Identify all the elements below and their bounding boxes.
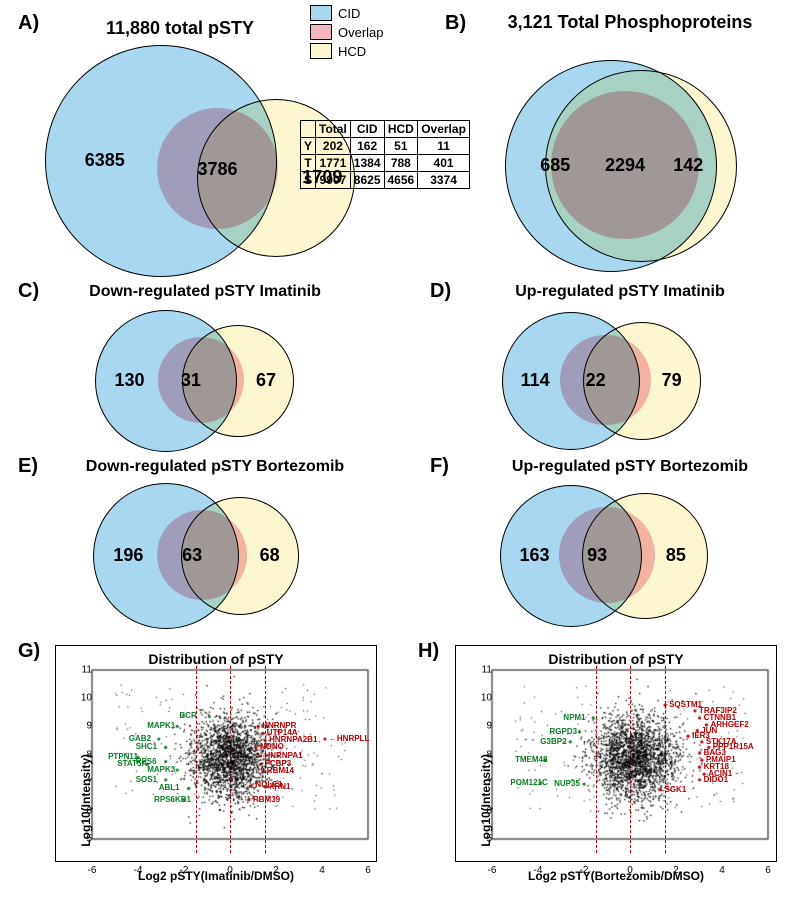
gene-label: SQSTM1 (669, 700, 702, 709)
venn-c: 1303167 (70, 300, 350, 450)
panel-title-c: Down-regulated pSTY Imatinib (55, 283, 355, 301)
gene-label: POM121C (510, 778, 547, 787)
gene-label: RGPD3 (550, 727, 578, 736)
venn-a: 638537861709 (20, 35, 360, 265)
legend-swatch-cid (310, 5, 332, 21)
panel-title-d: Up-regulated pSTY Imatinib (470, 283, 770, 301)
panel-title-b: 3,121 Total Phosphoproteins (500, 12, 760, 33)
scatter-g: Distribution of pSTYLog10(Intensity)Log2… (55, 645, 377, 862)
gene-label: RBM14 (267, 766, 294, 775)
venn-b: 6852294142 (480, 45, 780, 265)
gene-label: RBM39 (253, 795, 280, 804)
x-axis-label: Log2 pSTY(Imatinib/DMSO) (56, 869, 376, 883)
legend-label-cid: CID (338, 6, 360, 21)
gene-label: XRN1 (269, 782, 290, 791)
gene-label: MAPK1 (147, 721, 175, 730)
gene-label: SGK1 (665, 785, 687, 794)
panel-label-e: E) (18, 455, 38, 478)
panel-label-a: A) (18, 12, 39, 35)
panel-label-c: C) (18, 280, 39, 303)
venn-e: 1966368 (70, 475, 350, 630)
gene-label: BCR (179, 711, 196, 720)
scatter-h: Distribution of pSTYLog10(Intensity)Log2… (455, 645, 777, 862)
gene-label: G3BP2 (540, 737, 566, 746)
gene-label: NUP35 (554, 779, 580, 788)
panel-label-g: G) (18, 640, 40, 663)
x-axis-label: Log2 pSTY(Bortezomib/DMSO) (456, 869, 776, 883)
gene-label: MAPK3 (147, 765, 175, 774)
panel-label-h: H) (418, 640, 439, 663)
gene-label: ←HNRPLL (329, 734, 369, 743)
gene-label: TMEM48 (515, 755, 547, 764)
panel-label-f: F) (430, 455, 449, 478)
gene-label: SOS1 (136, 775, 157, 784)
gene-label: SHC1 (136, 742, 157, 751)
panel-label-b: B) (445, 12, 466, 35)
gene-label: NPM1 (563, 713, 585, 722)
gene-label: ABL1 (159, 783, 180, 792)
panel-title-f: Up-regulated pSTY Bortezomib (470, 458, 790, 476)
venn-f: 1639385 (475, 475, 755, 630)
gene-label: DIDO1 (704, 775, 728, 784)
gene-label: RPS6KB1 (154, 795, 191, 804)
panel-label-d: D) (430, 280, 451, 303)
venn-d: 1142279 (475, 300, 755, 450)
panel-title-e: Down-regulated pSTY Bortezomib (55, 458, 375, 476)
